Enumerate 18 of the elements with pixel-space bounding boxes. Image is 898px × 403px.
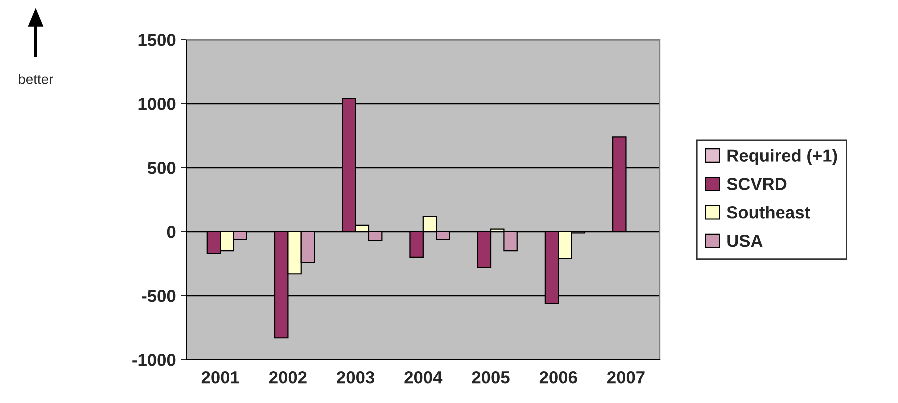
y-tick-label: 1000 (138, 98, 176, 110)
x-tick-label: 2007 (608, 371, 645, 384)
x-tick-label: 2005 (472, 371, 510, 384)
y-tick-label: -1000 (132, 354, 176, 366)
legend-label: Required (+1) (728, 149, 838, 166)
y-tick-label: 500 (148, 162, 176, 174)
x-tick-label: 2002 (269, 371, 307, 384)
x-tick-label: 2004 (404, 371, 443, 384)
y-tick-label: 0 (167, 226, 176, 238)
legend-label: USA (728, 234, 763, 248)
y-tick-label: 1500 (138, 34, 176, 46)
legend-label: Southeast (727, 206, 810, 219)
text: better (19, 74, 54, 84)
x-tick-label: 2001 (202, 371, 240, 384)
legend-label: SCVRD (727, 178, 787, 190)
x-tick-label: 2003 (337, 371, 374, 384)
y-tick-label: -500 (142, 290, 176, 302)
x-tick-label: 2006 (540, 371, 578, 384)
